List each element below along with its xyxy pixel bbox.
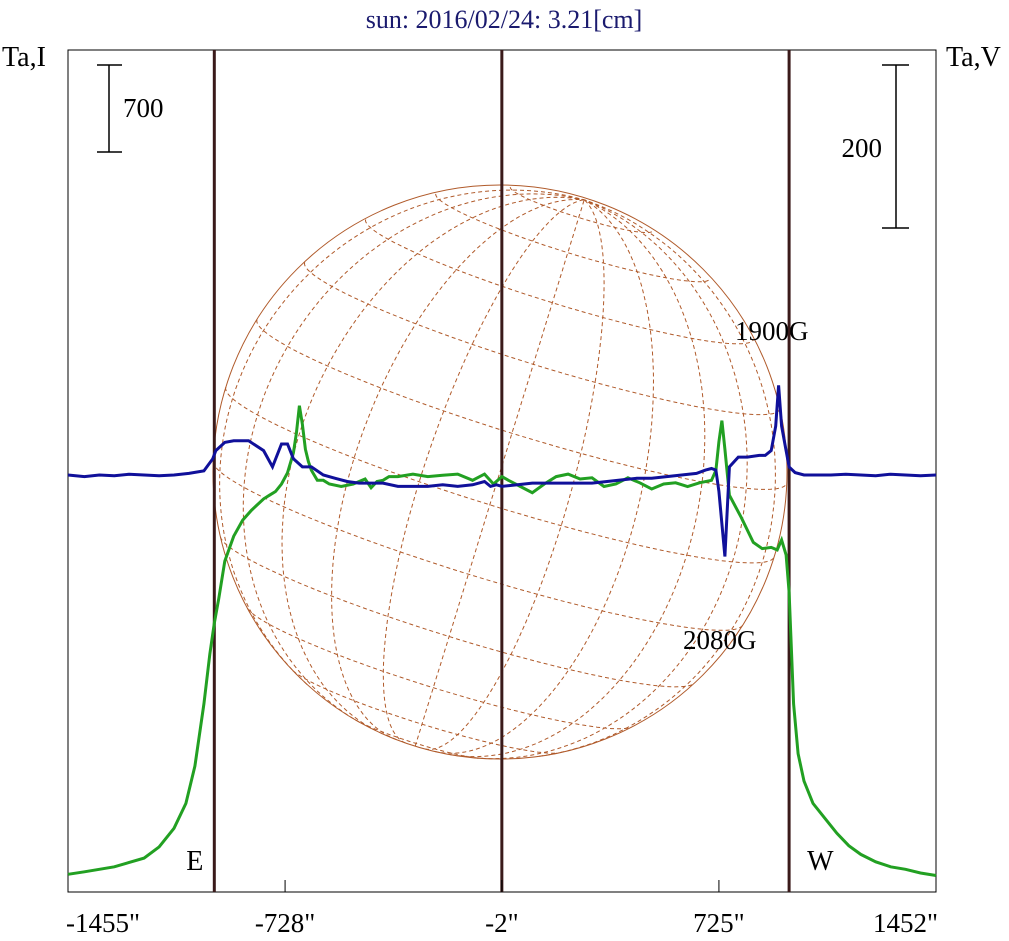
longitude-line [281,196,585,735]
x-tick-label: 1452" [873,908,938,938]
chart-title: sun: 2016/02/24: 3.21[cm] [366,5,643,34]
latitude-line [247,608,632,730]
solar-disk-grid [212,184,788,760]
latitude-line [364,219,754,345]
longitude-line [331,199,585,741]
longitude-line [242,193,585,723]
x-tick-label: -728" [255,908,316,938]
annotation-1900g: 1900G [735,316,809,346]
limb-marker-label: E [186,846,203,877]
right-scale-bar-label: 200 [842,133,883,163]
intensity-series-line [67,405,937,877]
longitude-line [474,199,748,760]
latitude-line [256,319,788,490]
longitude-line [382,199,585,744]
longitude-line [219,189,585,685]
left-scale-bar [97,64,122,153]
latitude-line [212,461,743,631]
x-tick-label: 725" [693,908,745,938]
left-scale-bar-label: 700 [123,93,164,123]
longitude-line [434,199,655,754]
x-tick-label: -2" [485,908,519,938]
right-scale-bar [882,64,909,229]
annotation-2080g: 2080G [683,625,757,655]
latitude-line [303,262,781,416]
polarization-series-line [67,385,937,557]
longitude-line [539,199,776,757]
limb-marker-label: W [807,846,834,877]
right-axis-label: Ta,V [946,42,1001,73]
longitude-line [414,199,585,747]
latitude-line [509,186,653,234]
x-tick-label: -1455" [66,908,140,938]
left-axis-label: Ta,I [2,42,46,73]
